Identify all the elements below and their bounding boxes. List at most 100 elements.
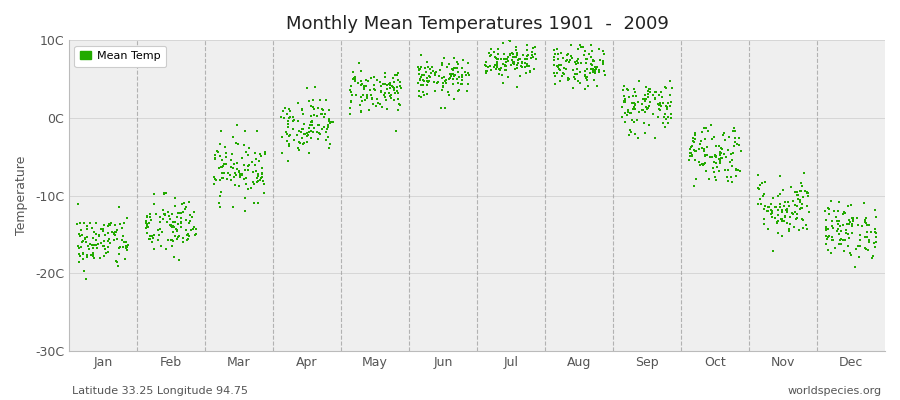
Point <box>839 230 853 236</box>
Point <box>212 204 227 210</box>
Point <box>97 238 112 244</box>
Point <box>773 204 788 210</box>
Point <box>793 198 807 205</box>
Point <box>456 56 471 63</box>
Point <box>708 153 723 160</box>
Point <box>446 96 461 102</box>
Point <box>362 107 376 114</box>
Point <box>484 67 499 73</box>
Point <box>166 222 180 229</box>
Point <box>240 167 255 174</box>
Point <box>140 220 154 226</box>
Point <box>439 79 454 86</box>
Point <box>344 83 358 89</box>
Point <box>620 112 634 119</box>
Point <box>435 62 449 68</box>
Point <box>687 139 701 145</box>
Point <box>141 235 156 242</box>
Point <box>218 144 232 150</box>
Point <box>642 86 656 93</box>
Point <box>616 99 631 106</box>
Point <box>219 150 233 156</box>
Point <box>710 164 724 170</box>
Point <box>659 102 673 109</box>
Point <box>824 250 838 256</box>
Point <box>769 204 783 210</box>
Point <box>102 220 116 227</box>
Point <box>452 86 466 93</box>
Point <box>653 101 668 108</box>
Point <box>752 185 767 192</box>
Point <box>708 177 723 183</box>
Point <box>617 93 632 99</box>
Point <box>306 104 320 110</box>
Point <box>626 119 641 126</box>
Point <box>357 83 372 90</box>
Point <box>491 56 505 62</box>
Point <box>853 237 868 243</box>
Point <box>572 60 586 66</box>
Point <box>80 252 94 258</box>
Point <box>626 106 641 112</box>
Point <box>235 155 249 162</box>
Point <box>287 116 302 123</box>
Point <box>778 213 792 219</box>
Point <box>357 84 372 90</box>
Point <box>86 241 101 248</box>
Point <box>796 183 810 189</box>
Point <box>868 213 883 220</box>
Point <box>254 153 268 159</box>
Point <box>174 210 188 216</box>
Point <box>520 56 535 62</box>
Point <box>349 92 364 98</box>
Point <box>576 44 590 50</box>
Point <box>617 83 632 89</box>
Point <box>596 48 610 54</box>
Point <box>641 94 655 100</box>
Point <box>652 107 667 113</box>
Point <box>662 78 677 84</box>
Point <box>433 67 447 73</box>
Point <box>562 57 577 63</box>
Point <box>642 102 656 109</box>
Point <box>661 120 675 126</box>
Point <box>757 216 771 222</box>
Point <box>220 175 234 182</box>
Point <box>480 59 494 65</box>
Point <box>355 81 369 87</box>
Point <box>864 228 878 235</box>
Point <box>238 166 252 173</box>
Point <box>281 121 295 127</box>
Text: worldspecies.org: worldspecies.org <box>788 386 882 396</box>
Point <box>393 102 408 108</box>
Point <box>313 111 328 117</box>
Point <box>716 130 731 136</box>
Point <box>637 96 652 102</box>
Point <box>757 206 771 212</box>
Point <box>414 52 428 58</box>
Point <box>426 68 440 74</box>
Point <box>516 51 530 58</box>
Point <box>617 98 632 104</box>
Point <box>703 154 717 161</box>
Point <box>868 234 883 240</box>
Point <box>302 128 317 135</box>
Point <box>278 129 293 135</box>
Point <box>624 129 638 135</box>
Point <box>481 68 495 74</box>
Point <box>242 162 256 168</box>
Point <box>153 214 167 220</box>
Point <box>71 243 86 249</box>
Point <box>572 68 587 75</box>
Point <box>564 53 579 59</box>
Point <box>175 200 189 207</box>
Point <box>525 49 539 56</box>
Point <box>110 227 124 233</box>
Point <box>346 92 360 98</box>
Point <box>324 118 338 125</box>
Point <box>89 242 104 248</box>
Point <box>481 63 495 70</box>
Point <box>730 141 744 147</box>
Point <box>454 72 469 79</box>
Point <box>436 84 450 90</box>
